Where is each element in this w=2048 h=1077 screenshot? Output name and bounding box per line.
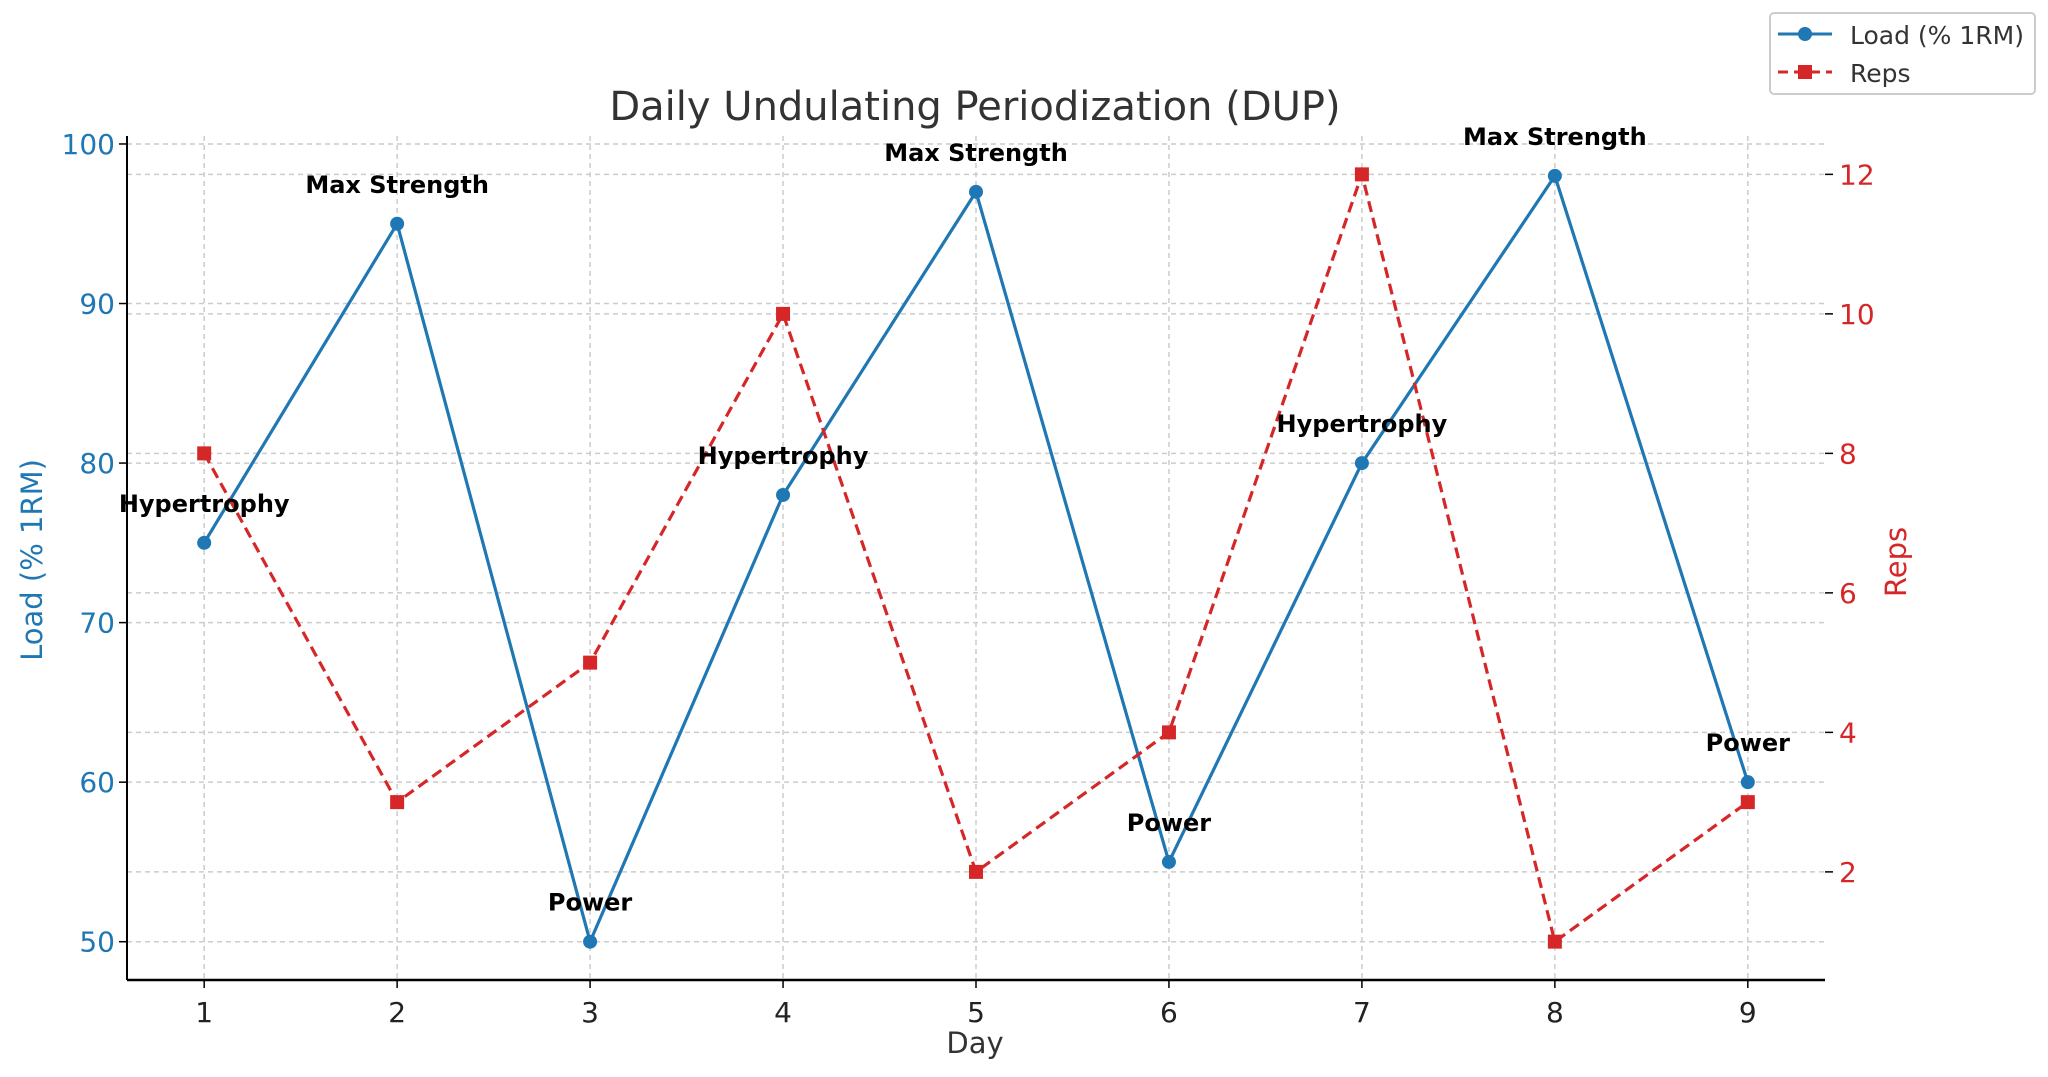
annotation-label: Hypertrophy [1277,410,1448,438]
load-point [197,535,212,550]
y-tick-label-left: 90 [79,288,115,321]
x-axis-label: Day [946,1026,1003,1060]
reps-point [1161,725,1176,740]
y-tick-label-right: 2 [1839,856,1857,889]
y-tick-label-right: 10 [1839,298,1875,331]
legend-label-reps: Reps [1850,59,1911,88]
x-tick-label: 2 [388,996,406,1029]
annotations: Hypertrophy Max Strength Power Hypertrophy M… [119,123,1790,917]
reps-point [1354,167,1369,182]
x-tick-label: 5 [967,996,985,1029]
reps-point [776,306,791,321]
y-tick-label-right: 8 [1839,437,1857,470]
y-tick-label-left: 100 [62,128,115,161]
annotation-label: Max Strength [1463,123,1647,151]
y-tick-label-left: 70 [79,607,115,640]
reps-point [969,864,983,879]
load-point [776,487,791,502]
load-point [390,216,405,231]
y-tick-label-right: 6 [1839,577,1857,610]
y-tick-label-right: 12 [1839,158,1875,191]
load-point [1547,168,1562,183]
annotation-label: Hypertrophy [698,442,869,470]
legend: Load (% 1RM) Reps [1769,12,2036,95]
series [197,167,1755,949]
load-point [583,934,598,949]
x-tick-label: 1 [195,996,213,1029]
x-tick-label: 9 [1739,996,1757,1029]
load-point [1161,854,1176,869]
y-axis-label-left: Load (% 1RM) [15,459,49,661]
x-tick-label: 7 [1353,996,1371,1029]
x-tick-label: 8 [1546,996,1564,1029]
load-point [969,184,983,199]
y-tick-label-left: 60 [79,766,115,799]
load-point [1354,456,1369,471]
reps-point [390,795,405,810]
y-tick-label-left: 80 [79,447,115,480]
y-tick-label-left: 50 [79,926,115,959]
annotation-label: Hypertrophy [119,490,290,518]
annotation-label: Max Strength [884,139,1068,167]
annotation-label: Power [1127,809,1212,837]
y-axis-label-right: Reps [1879,527,1913,597]
reps-point [1547,934,1562,949]
reps-point [583,655,598,670]
reps-point [1740,795,1755,810]
annotation-label: Power [1706,729,1791,757]
grid [127,136,1825,980]
x-tick-label: 3 [581,996,599,1029]
y-tick-label-right: 4 [1839,716,1857,749]
load-point [1740,775,1755,790]
x-tick-label: 6 [1160,996,1178,1029]
reps-point [197,446,212,461]
x-tick-label: 4 [774,996,792,1029]
annotation-label: Power [548,889,633,917]
chart-title: Daily Undulating Periodization (DUP) [609,84,1340,130]
legend-marker-load [1798,27,1812,41]
legend-label-load: Load (% 1RM) [1850,21,2024,50]
legend-box [1769,12,2036,95]
legend-marker-reps [1798,65,1812,79]
annotation-label: Max Strength [305,171,489,199]
